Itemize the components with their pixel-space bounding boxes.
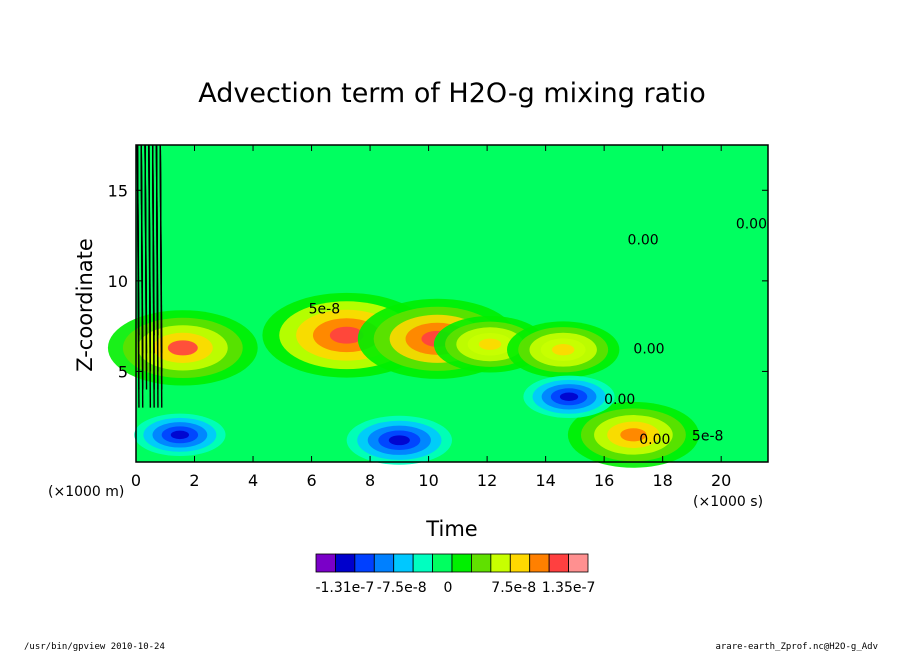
x-tick-label: 18 <box>652 471 672 490</box>
x-tick-label: 20 <box>711 471 731 490</box>
y-unit-label: (×1000 m) <box>48 484 124 500</box>
field-feature-0-level-1 <box>167 340 198 356</box>
colorbar-swatch <box>529 553 550 573</box>
footer-left: /usr/bin/gpview 2010-10-24 <box>24 642 165 652</box>
x-tick-label: 6 <box>306 471 316 490</box>
contour-line <box>151 144 155 408</box>
colorbar-swatch <box>509 553 531 573</box>
x-axis-label: Time <box>425 517 477 541</box>
contour-line <box>140 144 144 372</box>
colorbar-swatch <box>490 553 511 573</box>
x-tick-label: 16 <box>594 471 614 490</box>
y-tick-label: 10 <box>108 272 128 291</box>
field-feature-1-level-1 <box>329 326 364 344</box>
colorbar-swatch <box>373 553 395 573</box>
colorbar-swatch <box>548 553 569 573</box>
colorbar-swatch <box>568 553 589 573</box>
colorbar: -1.31e-7 -7.5e-8 0 7.5e-8 1.35e-7 <box>315 553 596 596</box>
colorbar-swatch <box>412 553 433 573</box>
x-tick-label: 10 <box>418 471 438 490</box>
x-tick-label: 8 <box>365 471 375 490</box>
contour-label: 5e-8 <box>309 301 340 317</box>
contour-label: 0.00 <box>639 432 670 448</box>
colorbar-label: 1.35e-7 <box>542 580 596 596</box>
x-tick-label: 0 <box>131 471 141 490</box>
plot-frame <box>135 144 769 463</box>
axes: 0 2 4 6 8 10 12 14 16 18 20 5 10 15 <box>108 144 769 490</box>
field-feature-5-level-1 <box>620 428 647 442</box>
y-tick-label: 15 <box>108 181 128 200</box>
footer-right: arare-earth_Zprof.nc@H2O-g_Adv <box>715 642 878 652</box>
colorbar-label: 0 <box>444 580 453 596</box>
colorbar-swatch <box>432 553 453 573</box>
contour-label: 0.00 <box>604 392 635 408</box>
colorbar-label: -1.31e-7 <box>315 580 374 596</box>
x-tick-label: 12 <box>477 471 497 490</box>
colorbar-swatch <box>315 553 336 573</box>
field-feature-8-level-1 <box>559 392 579 402</box>
field-feature-3-level-1 <box>478 338 502 350</box>
field-feature-4-level-1 <box>551 344 575 356</box>
x-unit-label: (×1000 s) <box>693 494 763 510</box>
contour-label: 0.00 <box>633 341 664 357</box>
contour-line <box>144 144 148 354</box>
colorbar-label: 7.5e-8 <box>491 580 536 596</box>
contour-line <box>155 144 159 390</box>
colorbar-label: -7.5e-8 <box>377 580 427 596</box>
plot-area: 5e-8 0.00 0.00 0.00 0.00 0.00 5e-8 <box>107 144 768 468</box>
y-tick-label: 5 <box>118 362 128 381</box>
contour-label: 5e-8 <box>692 428 723 444</box>
colorbar-swatch <box>471 553 492 573</box>
field-feature-7-level-1 <box>388 435 410 446</box>
chart-title: Advection term of H2O-g mixing ratio <box>198 78 706 109</box>
colorbar-swatch <box>451 553 472 573</box>
contour-line <box>136 144 140 390</box>
y-axis-label: Z-coordinate <box>73 238 97 372</box>
x-tick-label: 4 <box>248 471 258 490</box>
x-tick-label: 2 <box>189 471 199 490</box>
colorbar-swatch <box>393 553 414 573</box>
contour-label: 0.00 <box>736 216 767 232</box>
field-feature-6-level-1 <box>170 430 190 440</box>
contour-label: 0.00 <box>628 233 659 249</box>
x-tick-label: 14 <box>535 471 555 490</box>
colorbar-swatch <box>335 553 356 573</box>
contour-line <box>148 144 152 336</box>
contour-line <box>159 144 163 372</box>
colorbar-swatch <box>354 553 375 573</box>
